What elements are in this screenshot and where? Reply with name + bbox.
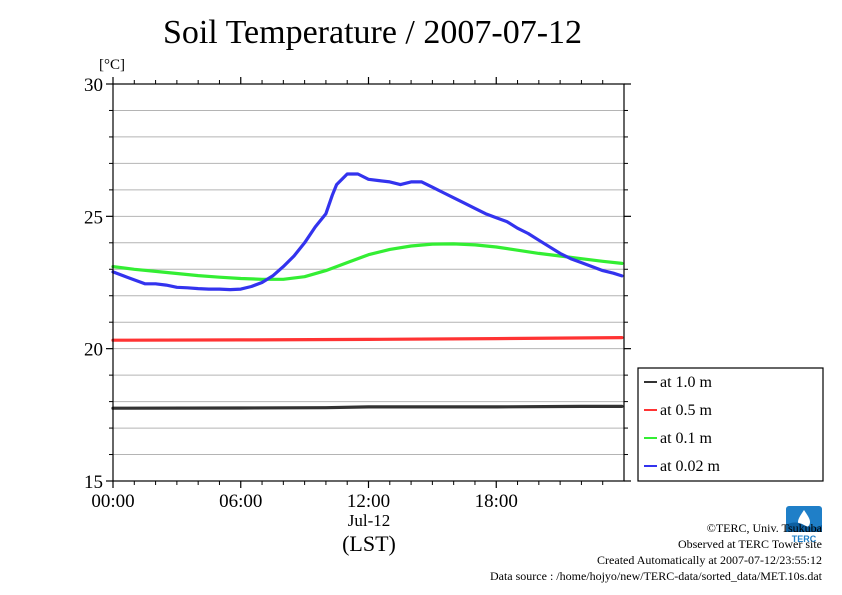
logo-text: TERC <box>792 534 817 544</box>
legend-label: at 1.0 m <box>660 374 713 391</box>
grid-lines <box>113 109 624 456</box>
y-tick-label: 25 <box>84 207 103 228</box>
x-tick-label: 12:00 <box>347 491 390 512</box>
created-text: Created Automatically at 2007-07-12/23:5… <box>597 553 822 567</box>
plot-frame <box>112 83 625 482</box>
legend-label: at 0.1 m <box>660 430 713 447</box>
terc-logo: TERC <box>783 503 825 545</box>
x-axis-date-label: Jul-12 <box>348 511 391 530</box>
credits-block: ©TERC, Univ. Tsukuba Observed at TERC To… <box>490 520 822 584</box>
legend-label: at 0.5 m <box>660 402 713 419</box>
legend-box <box>637 367 824 482</box>
series-line-1 <box>111 336 624 342</box>
y-tick-label: 30 <box>84 75 103 96</box>
observed-text: Observed at TERC Tower site <box>677 537 822 551</box>
axis-ticks: 15 20 25 30 00:00 06:00 12:00 18:00 <box>84 75 631 512</box>
series-line-2 <box>111 242 624 281</box>
y-tick-label: 15 <box>84 472 103 493</box>
legend: at 1.0 m at 0.5 m at 0.1 m at 0.02 m <box>637 367 824 482</box>
x-axis-unit-label: (LST) <box>342 531 396 556</box>
chart-title: Soil Temperature / 2007-07-12 <box>162 14 583 51</box>
source-text: Data source : /home/hojyo/new/TERC-data/… <box>489 569 822 583</box>
series-lines <box>111 172 624 410</box>
x-tick-label: 18:00 <box>475 491 518 512</box>
y-axis-unit-label: [°C] <box>99 57 125 73</box>
legend-label: at 0.02 m <box>660 458 721 475</box>
y-tick-label: 20 <box>84 340 103 361</box>
x-tick-label: 00:00 <box>91 491 134 512</box>
x-tick-label: 06:00 <box>219 491 262 512</box>
series-line-3 <box>111 172 624 292</box>
series-line-0 <box>111 404 624 410</box>
copyright-text: ©TERC, Univ. Tsukuba <box>706 521 822 535</box>
